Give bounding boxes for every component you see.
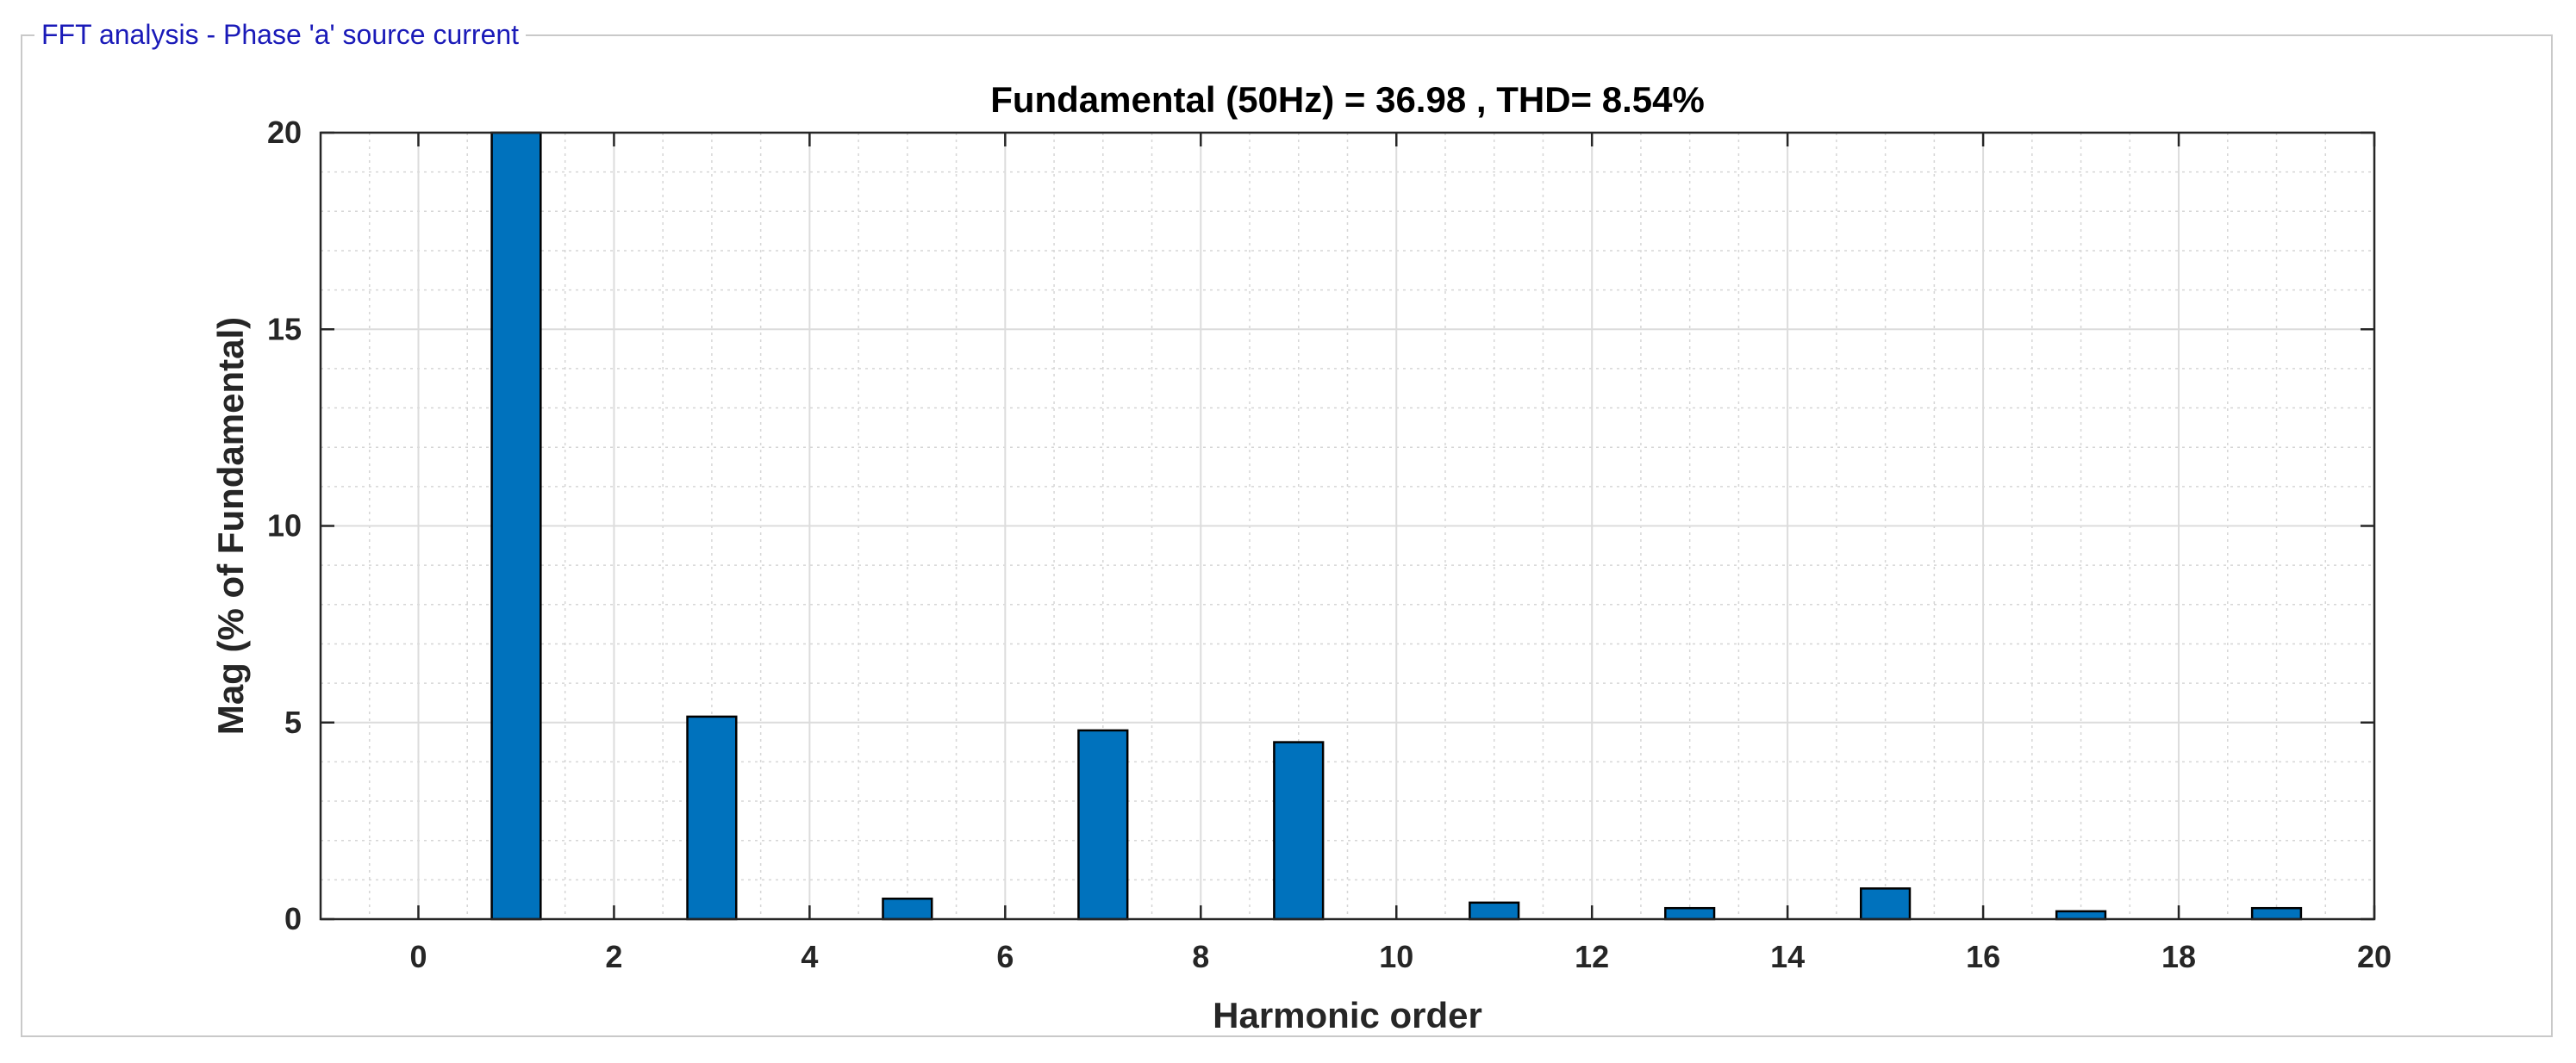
x-tick-label: 12 (1575, 939, 1609, 974)
bar-h7 (1077, 729, 1129, 921)
bar-h11 (1469, 901, 1520, 921)
axis-ticks (321, 131, 2376, 921)
x-tick-label: 4 (801, 939, 818, 974)
chart-title: Fundamental (50Hz) = 36.98 , THD= 8.54% (990, 79, 1705, 120)
panel-title: FFT analysis - Phase 'a' source current (34, 17, 527, 52)
x-tick-label: 0 (409, 939, 427, 974)
bar-h15 (1860, 887, 1912, 921)
x-axis-label: Harmonic order (1213, 995, 1482, 1035)
x-tick-label: 18 (2161, 939, 2196, 974)
bar-h9 (1273, 741, 1325, 921)
bar-h5 (882, 898, 933, 921)
bar-series (490, 131, 2303, 921)
y-tick-labels: 0 5 10 15 20 (267, 115, 302, 936)
y-tick-label: 20 (267, 115, 302, 150)
y-tick-label: 10 (267, 508, 302, 544)
y-tick-label: 0 (284, 901, 302, 936)
bar-h17 (2055, 910, 2107, 921)
bar-h13 (1664, 906, 1716, 921)
bar-h1 (490, 131, 542, 921)
bar-h3 (686, 715, 738, 921)
x-tick-label: 2 (605, 939, 622, 974)
x-tick-label: 6 (996, 939, 1014, 974)
y-axis-label: Mag (% of Fundamental) (210, 317, 251, 735)
x-tick-labels: 0 2 4 6 8 10 12 14 16 18 20 (409, 939, 2392, 974)
fft-analysis-panel (21, 34, 2553, 1037)
x-tick-label: 14 (1770, 939, 1805, 974)
x-tick-label: 10 (1379, 939, 1413, 974)
x-tick-label: 8 (1192, 939, 1209, 974)
bar-h19 (2250, 906, 2303, 921)
x-tick-label: 16 (1966, 939, 2000, 974)
y-tick-label: 5 (284, 705, 302, 740)
y-tick-label: 15 (267, 311, 302, 346)
x-tick-label: 20 (2357, 939, 2392, 974)
